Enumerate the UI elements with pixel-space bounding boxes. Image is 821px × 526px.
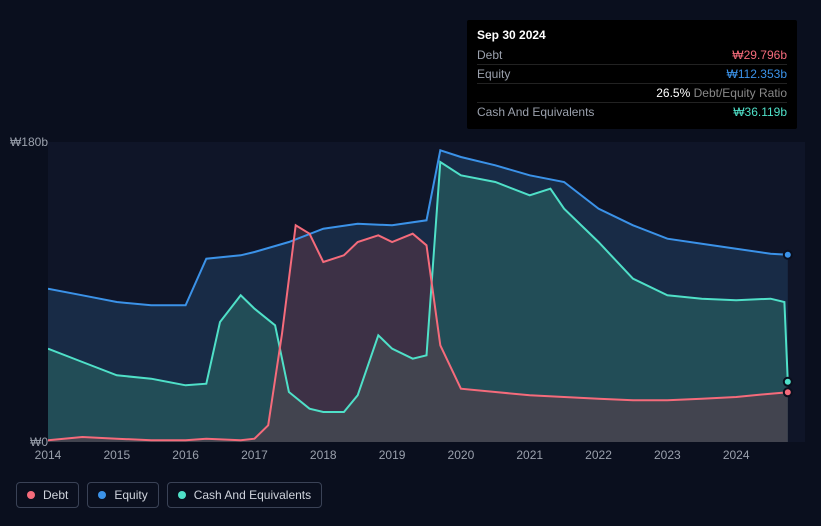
series-end-marker-debt (784, 388, 792, 396)
xaxis-tick: 2016 (172, 448, 199, 462)
series-end-marker-cash-and-equivalents (784, 378, 792, 386)
financials-chart: ₩180b ₩0 2014201520162017201820192020202… (16, 126, 805, 466)
chart-tooltip: Sep 30 2024 Debt ₩29.796b Equity ₩112.353b 2… (467, 20, 797, 129)
tooltip-row-value: ₩36.119b (733, 105, 787, 119)
xaxis-tick: 2015 (103, 448, 130, 462)
legend-item-equity[interactable]: Equity (87, 482, 158, 508)
x-axis: 2014201520162017201820192020202120222023… (48, 448, 805, 468)
tooltip-row: Cash And Equivalents ₩36.119b (477, 103, 787, 121)
xaxis-tick: 2020 (448, 448, 475, 462)
series-end-marker-equity (784, 251, 792, 259)
tooltip-row: 26.5% Debt/Equity Ratio (477, 84, 787, 103)
tooltip-row-label: Debt (477, 48, 502, 62)
tooltip-row: Debt ₩29.796b (477, 46, 787, 65)
plot-area (48, 142, 805, 442)
chart-svg (48, 142, 805, 442)
xaxis-tick: 2017 (241, 448, 268, 462)
xaxis-tick: 2021 (516, 448, 543, 462)
tooltip-row-value: 26.5% Debt/Equity Ratio (656, 86, 787, 100)
legend-label: Cash And Equivalents (194, 488, 311, 502)
legend-swatch (98, 491, 106, 499)
xaxis-tick: 2023 (654, 448, 681, 462)
yaxis-label-bottom: ₩0 (30, 435, 48, 449)
legend-swatch (27, 491, 35, 499)
tooltip-row-label: Equity (477, 67, 510, 81)
legend-swatch (178, 491, 186, 499)
legend-label: Equity (114, 488, 147, 502)
tooltip-row-value: ₩112.353b (727, 67, 788, 81)
legend: Debt Equity Cash And Equivalents (16, 482, 322, 508)
tooltip-row-label: Cash And Equivalents (477, 105, 594, 119)
tooltip-date: Sep 30 2024 (477, 28, 787, 42)
xaxis-tick: 2014 (35, 448, 62, 462)
legend-item-debt[interactable]: Debt (16, 482, 79, 508)
xaxis-tick: 2018 (310, 448, 337, 462)
yaxis-label-top: ₩180b (10, 135, 48, 149)
xaxis-tick: 2019 (379, 448, 406, 462)
tooltip-row-value: ₩29.796b (732, 48, 787, 62)
xaxis-tick: 2022 (585, 448, 612, 462)
tooltip-row: Equity ₩112.353b (477, 65, 787, 84)
xaxis-tick: 2024 (723, 448, 750, 462)
legend-label: Debt (43, 488, 68, 502)
legend-item-cash-and-equivalents[interactable]: Cash And Equivalents (167, 482, 322, 508)
